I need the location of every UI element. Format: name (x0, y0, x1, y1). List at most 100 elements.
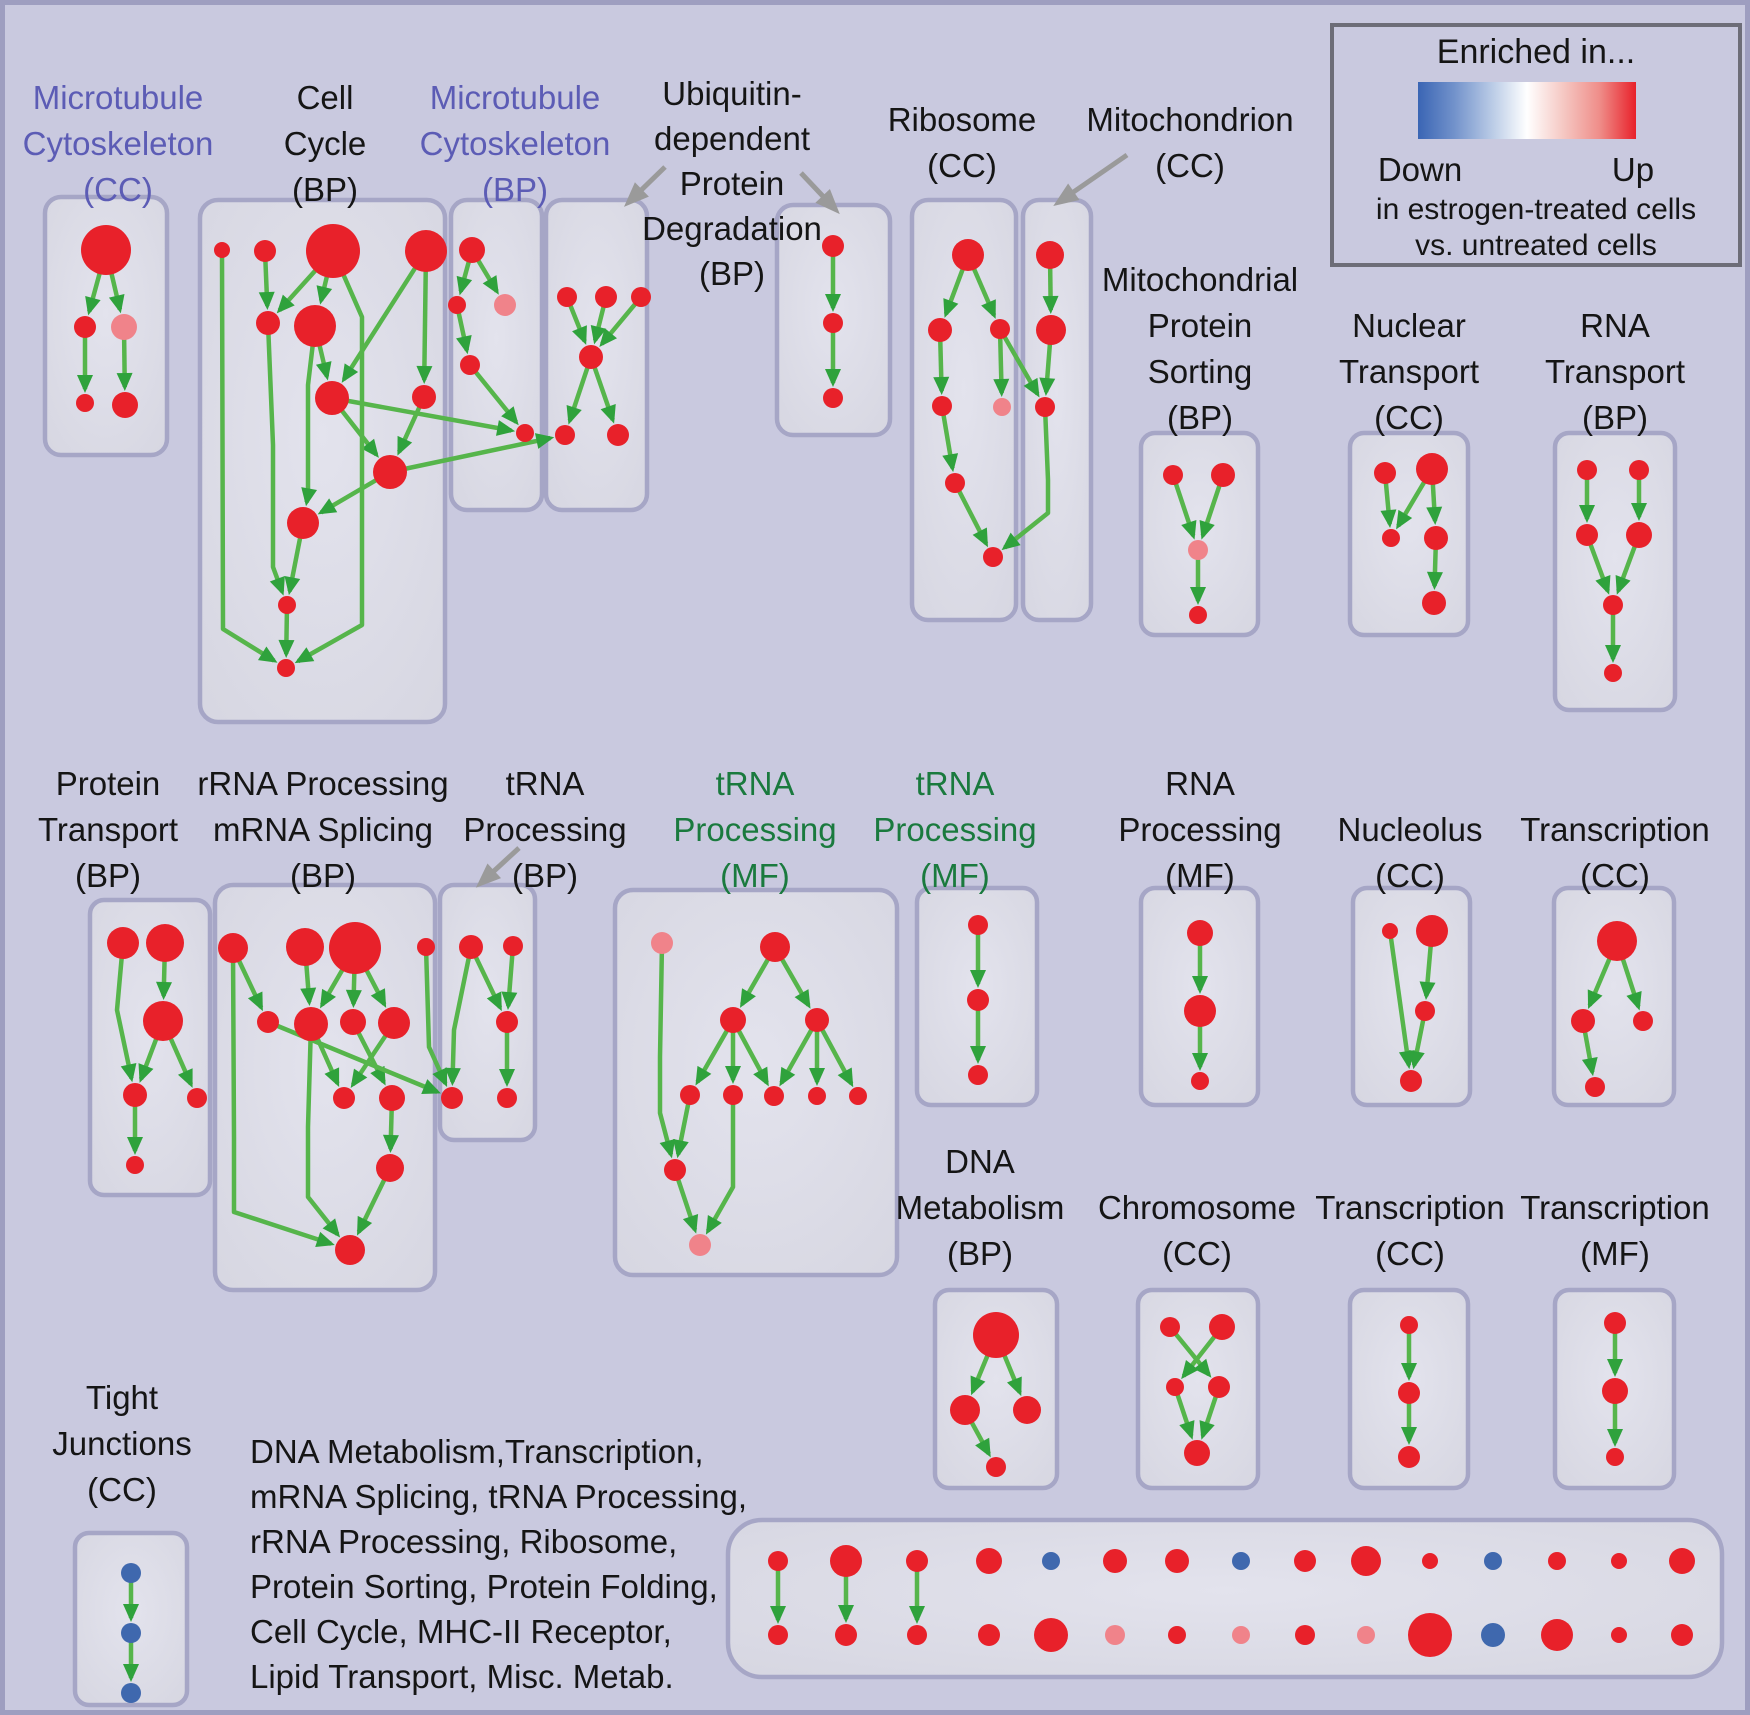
relation-edge (423, 946, 448, 1088)
go-term-node (123, 1083, 147, 1107)
go-term-node (1357, 1626, 1375, 1644)
go-term-node (1191, 1072, 1209, 1090)
go-term-node (1626, 522, 1652, 548)
category-box-transcription-cc-upper (1551, 885, 1677, 1108)
category-box-mitochondrial-protein-sorting-bp (1138, 430, 1261, 638)
go-term-node (1629, 460, 1649, 480)
label-mixed-categories-note: DNA Metabolism,Transcription, mRNA Splic… (250, 1433, 748, 1695)
relation-edge (998, 327, 1040, 398)
go-term-node (1189, 606, 1207, 624)
relation-edge (673, 1094, 693, 1159)
relation-edge (389, 433, 555, 475)
go-term-node (830, 1545, 862, 1577)
legend-up-label: Up (1611, 151, 1655, 188)
go-term-node (143, 1001, 183, 1041)
go-term-node (1295, 1625, 1315, 1645)
go-term-node (1633, 1011, 1653, 1031)
go-term-node (651, 932, 673, 954)
go-term-node (1294, 1550, 1316, 1572)
go-term-node (986, 1457, 1006, 1477)
annotation-arrow (475, 846, 521, 888)
go-term-node (503, 936, 523, 956)
go-term-node (286, 928, 324, 966)
go-term-node (1416, 453, 1448, 485)
go-term-node (417, 938, 435, 956)
relation-edge (230, 947, 335, 1248)
legend-title: Enriched in... (1436, 33, 1636, 71)
go-term-node (978, 1624, 1000, 1646)
go-term-node (1382, 923, 1398, 939)
go-term-node (459, 935, 483, 959)
go-term-node (257, 1011, 279, 1033)
go-term-node (928, 318, 952, 342)
go-term-node (1035, 397, 1055, 417)
go-term-node (187, 1088, 207, 1108)
go-term-node (823, 313, 843, 333)
category-box-microtubule-cytoskeleton-cc (42, 194, 170, 458)
go-term-node (1416, 915, 1448, 947)
relation-edge (779, 1018, 819, 1087)
go-term-node (764, 1086, 784, 1106)
category-box-tight-junctions-cc (72, 1530, 190, 1708)
go-term-node (378, 1007, 410, 1039)
go-term-node (1424, 526, 1448, 550)
label-ribosome-cc: Ribosome (CC) (887, 101, 1037, 184)
go-term-node (81, 225, 131, 275)
go-term-node (1168, 1626, 1186, 1644)
go-term-node (993, 398, 1011, 416)
go-term-node (768, 1625, 788, 1645)
go-term-node (680, 1085, 700, 1105)
label-rna-processing-mf: RNA Processing (MF) (1118, 765, 1282, 894)
go-term-node (1603, 595, 1623, 615)
label-nucleolus-cc: Nucleolus (CC) (1337, 811, 1483, 894)
label-nuclear-transport-cc: Nuclear Transport (CC) (1339, 307, 1479, 436)
go-term-node (1105, 1625, 1125, 1645)
go-term-node (306, 224, 360, 278)
relation-edge (219, 249, 278, 663)
go-term-node (849, 1087, 867, 1105)
relation-edge (815, 1018, 854, 1088)
go-term-node (335, 1235, 365, 1265)
go-term-node (1103, 1549, 1127, 1573)
label-trna-processing-mf-1: tRNA Processing (MF) (673, 765, 837, 894)
go-term-node (214, 242, 230, 258)
go-term-node (932, 396, 952, 416)
label-protein-transport-bp: Protein Transport (BP) (38, 765, 178, 894)
label-trna-processing-bp: tRNA Processing (BP) (463, 765, 627, 894)
relation-edge (1170, 474, 1197, 540)
go-term-node (973, 1312, 1019, 1358)
go-term-node (907, 1625, 927, 1645)
label-trna-processing-mf-2: tRNA Processing (MF) (873, 765, 1037, 894)
go-term-node (333, 1087, 355, 1109)
go-term-node (294, 1007, 328, 1041)
relation-edge (952, 481, 989, 548)
go-term-node (1211, 463, 1235, 487)
legend-gradient-bar (1418, 82, 1636, 139)
go-term-node (1398, 1446, 1420, 1468)
go-term-node (1160, 1317, 1180, 1337)
category-box-mixed-categories (725, 1517, 1725, 1680)
relation-edge (305, 1023, 341, 1238)
relation-edge (657, 942, 676, 1159)
go-term-node (835, 1624, 857, 1646)
go-term-node (497, 1088, 517, 1108)
label-cell-cycle-bp: Cell Cycle (BP) (283, 79, 367, 208)
go-term-node (278, 596, 296, 614)
go-term-node (1209, 1314, 1235, 1340)
go-term-node (945, 473, 965, 493)
label-tight-junctions-cc: Tight Junctions (CC) (52, 1379, 192, 1508)
go-term-node (557, 287, 577, 307)
go-term-node (720, 1007, 746, 1033)
go-term-node (805, 1008, 829, 1032)
go-term-node (412, 385, 436, 409)
label-mitochondrial-protein-sorting-bp: Mitochondrial Protein Sorting (BP) (1101, 261, 1299, 436)
go-term-node (494, 294, 516, 316)
relation-edge (267, 1019, 441, 1094)
go-term-node (579, 345, 603, 369)
network-graph (42, 152, 1725, 1708)
go-term-node (976, 1548, 1002, 1574)
label-rna-transport-bp: RNA Transport (BP) (1545, 307, 1685, 436)
go-term-node (1415, 1001, 1435, 1021)
go-term-node (1408, 1613, 1452, 1657)
legend-down-label: Down (1377, 151, 1463, 188)
